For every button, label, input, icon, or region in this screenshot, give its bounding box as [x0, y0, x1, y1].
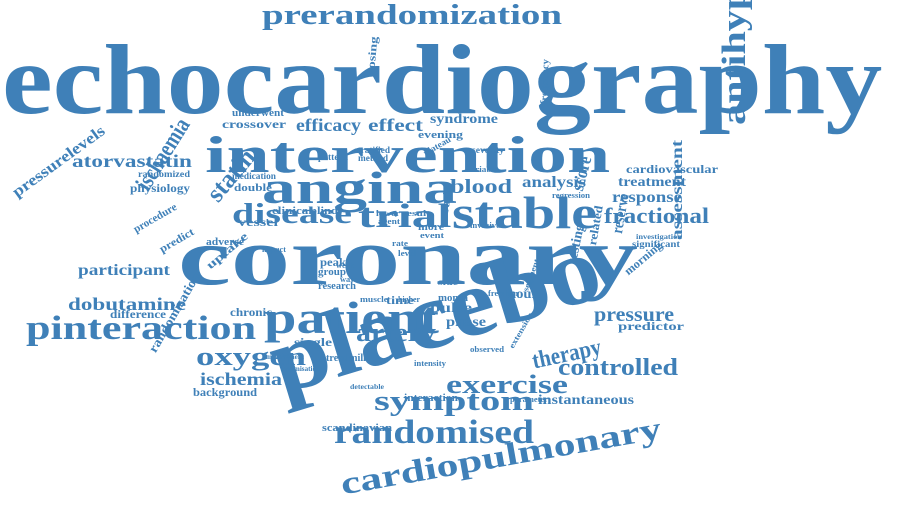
word: invasive — [470, 221, 501, 230]
word: event — [420, 231, 445, 240]
word: agent — [378, 217, 401, 226]
word: freedom — [488, 289, 519, 298]
word: single — [294, 335, 333, 349]
word: clinical — [272, 205, 312, 217]
word: background — [193, 385, 258, 399]
word: hour — [508, 287, 539, 302]
word: investigation — [636, 233, 683, 241]
word: rate — [392, 239, 408, 248]
word: chronic — [230, 305, 273, 319]
word: parameter — [510, 395, 548, 404]
word: cardiovascular — [626, 162, 719, 176]
word: participant — [78, 262, 170, 279]
word: pressure — [594, 304, 675, 326]
word: month — [438, 293, 469, 304]
word: controlled — [558, 355, 679, 381]
word: response — [612, 189, 682, 206]
word: optimisation — [282, 365, 321, 373]
word: frequency — [539, 58, 552, 105]
word: level — [398, 249, 417, 258]
word: blood — [450, 176, 513, 198]
word: muscle — [360, 295, 389, 304]
word: oxygen — [196, 342, 306, 371]
word: detectable — [350, 383, 384, 391]
word: instantaneous — [538, 393, 634, 408]
word: pattern — [318, 152, 349, 162]
word: underwent — [232, 107, 285, 119]
word: disease — [232, 199, 353, 230]
word: treatment — [618, 175, 687, 190]
word: atorvastatin — [72, 151, 192, 171]
word: regression — [552, 191, 591, 200]
word: group — [318, 267, 347, 278]
word: peak — [320, 255, 347, 269]
word: exercise — [446, 370, 568, 399]
word: improvement — [264, 353, 305, 361]
word: lower — [376, 209, 401, 218]
word: observed — [470, 345, 505, 354]
word: analysis — [522, 174, 587, 191]
word: intensity — [414, 359, 447, 368]
word: difference — [110, 307, 166, 321]
word: phase — [446, 315, 486, 330]
word: more — [418, 221, 445, 233]
word: method — [358, 153, 389, 163]
word: evening — [418, 129, 464, 141]
word: result — [402, 209, 431, 218]
word: significant — [632, 239, 681, 249]
word: randomised — [334, 414, 534, 451]
word: coronary — [178, 211, 639, 302]
word: interaction — [404, 393, 458, 404]
word: crossover — [222, 117, 287, 131]
word: symptom — [374, 386, 535, 417]
word: pulse — [430, 301, 472, 316]
word: artery — [356, 318, 437, 347]
word: impact — [262, 245, 287, 254]
word: physiology — [130, 181, 190, 195]
word: treadmill — [326, 353, 367, 364]
word: pinteraction — [26, 310, 257, 347]
word: scandinavian — [322, 422, 393, 434]
word: time — [386, 293, 415, 307]
word: blind — [310, 205, 338, 217]
word: efficacy — [296, 115, 361, 135]
word: double — [234, 182, 272, 194]
word: antihypertensive — [716, 0, 753, 125]
word: week — [336, 261, 355, 270]
word: dobutamine — [68, 294, 186, 314]
word: predictor — [618, 319, 685, 333]
word: severity — [472, 145, 504, 155]
word: angina — [262, 162, 458, 213]
word: variable — [466, 165, 499, 174]
word: procedure — [131, 201, 180, 236]
word: trial — [358, 198, 452, 235]
word: research — [318, 281, 357, 292]
word: randomized — [138, 169, 190, 179]
word: wave — [340, 275, 359, 284]
word: stratified — [354, 145, 391, 155]
word: medication — [232, 171, 276, 181]
word: vessel — [238, 215, 279, 229]
word: prerandomization — [262, 0, 563, 31]
word: side — [438, 277, 459, 287]
word: patient — [264, 292, 439, 343]
word: syndrome — [430, 112, 498, 127]
word: fractional — [604, 203, 710, 228]
word: intervention — [205, 127, 611, 184]
word: stable — [452, 187, 598, 238]
word: ischemia — [200, 369, 283, 389]
word: adverse — [206, 237, 245, 248]
word: echocardiography — [2, 24, 883, 135]
word: assessment — [669, 140, 686, 240]
word: effect — [368, 115, 424, 135]
word: higher — [398, 295, 421, 304]
